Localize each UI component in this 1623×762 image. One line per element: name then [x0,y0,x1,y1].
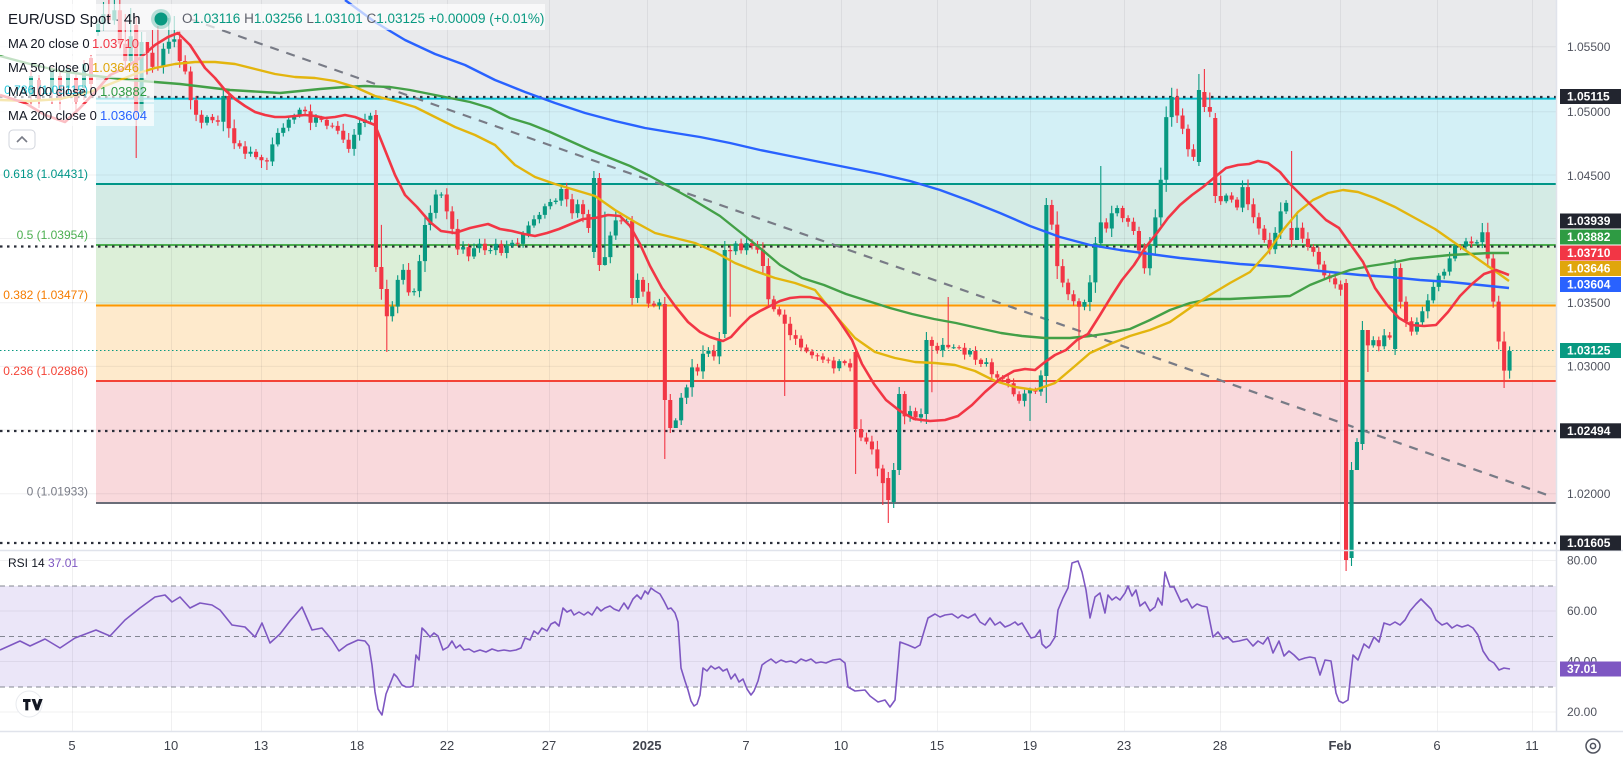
svg-text:RSI 14 37.01: RSI 14 37.01 [8,556,78,570]
svg-text:1.05500: 1.05500 [1567,40,1611,54]
svg-text:23: 23 [1117,738,1131,753]
svg-text:1.03646: 1.03646 [92,60,139,75]
svg-text:Feb: Feb [1328,738,1351,753]
svg-text:0.618 (1.04431): 0.618 (1.04431) [3,167,88,181]
svg-text:10: 10 [164,738,178,753]
svg-text:5: 5 [68,738,75,753]
svg-text:1.03882: 1.03882 [1567,230,1611,244]
svg-text:O1.03116 H1.03256 L1.03101 C1.: O1.03116 H1.03256 L1.03101 C1.03125 +0.0… [182,11,544,26]
svg-text:1.03000: 1.03000 [1567,360,1611,374]
svg-text:2025: 2025 [633,738,662,753]
svg-text:7: 7 [742,738,749,753]
svg-text:15: 15 [930,738,944,753]
svg-text:13: 13 [254,738,268,753]
svg-text:18: 18 [350,738,364,753]
svg-text:1.03125: 1.03125 [1567,344,1611,358]
svg-text:6: 6 [1433,738,1440,753]
svg-text:20.00: 20.00 [1567,705,1597,719]
svg-text:MA 20 close 0: MA 20 close 0 [8,36,90,51]
svg-text:28: 28 [1213,738,1227,753]
svg-text:0 (1.01933): 0 (1.01933) [27,485,88,499]
svg-text:1.05115: 1.05115 [1567,90,1610,104]
svg-text:1.03604: 1.03604 [100,108,147,123]
svg-text:MA 50 close 0: MA 50 close 0 [8,60,90,75]
svg-text:1.01605: 1.01605 [1567,536,1611,550]
svg-text:11: 11 [1525,738,1539,753]
svg-text:27: 27 [542,738,556,753]
svg-text:1.03710: 1.03710 [1567,246,1611,260]
svg-text:1.03939: 1.03939 [1567,214,1611,228]
svg-text:1.02000: 1.02000 [1567,487,1611,501]
svg-text:MA 200 close 0: MA 200 close 0 [8,108,97,123]
svg-text:60.00: 60.00 [1567,604,1597,618]
svg-text:22: 22 [440,738,454,753]
svg-text:0.5 (1.03954): 0.5 (1.03954) [17,228,88,242]
svg-text:1.03710: 1.03710 [92,36,139,51]
svg-text:1.03646: 1.03646 [1567,262,1611,276]
svg-text:1.03500: 1.03500 [1567,296,1611,310]
svg-text:1.04500: 1.04500 [1567,169,1611,183]
svg-text:MA 100 close 0: MA 100 close 0 [8,84,97,99]
svg-text:1.05000: 1.05000 [1567,105,1611,119]
svg-text:0.382 (1.03477): 0.382 (1.03477) [3,288,88,302]
svg-text:19: 19 [1023,738,1037,753]
svg-text:EUR/USD Spot · 4h: EUR/USD Spot · 4h [8,11,141,28]
svg-text:37.01: 37.01 [1567,662,1597,676]
svg-text:1.02494: 1.02494 [1567,424,1611,438]
svg-text:1.03882: 1.03882 [100,84,147,99]
svg-text:1.03604: 1.03604 [1567,278,1611,292]
svg-text:0.786 (1.05115): 0.786 (1.05115) [4,83,88,97]
svg-text:80.00: 80.00 [1567,554,1597,568]
svg-text:0.236 (1.02886): 0.236 (1.02886) [3,364,88,378]
svg-text:10: 10 [834,738,848,753]
